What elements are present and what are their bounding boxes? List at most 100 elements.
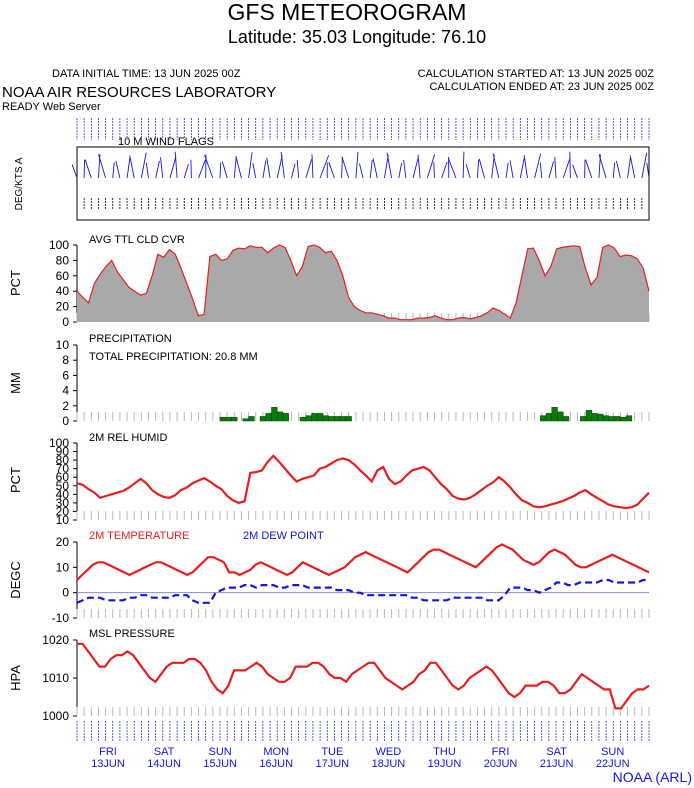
y-tick-label: 100 [49,238,69,252]
wind-flag [355,151,359,179]
y-tick-label: 20 [56,535,70,549]
wind-flag [534,153,542,179]
wind-flag [160,157,164,179]
precip-bar [248,416,255,422]
day-of-week-label: WED [376,746,402,758]
pressure-title: MSL PRESSURE [89,628,175,640]
calc-started: CALCULATION STARTED AT: 13 JUN 2025 00Z [418,68,655,80]
precip-bar [225,416,232,422]
wind-flag [523,154,528,179]
wind-flag [641,152,648,179]
wind-flag [112,162,115,179]
wind-flag [447,157,457,179]
y-tick-label: 60 [56,470,70,484]
date-label: 13JUN [91,758,125,770]
pressure-ylabel: HPA [8,665,23,691]
wind-flag [417,154,421,179]
day-of-week-label: SAT [154,746,175,758]
lab-name: NOAA AIR RESOURCES LABORATORY [2,84,276,101]
wind-flag [562,157,571,179]
wind-flag [71,164,78,179]
date-label: 22JUN [596,758,630,770]
wind-flags-title: 10 M WIND FLAGS [118,136,214,148]
precipitation-panel: PRECIPITATION TOTAL PRECIPITATION: 20.8 … [8,333,650,428]
wind-flag [492,153,500,179]
precip-bar [334,416,341,422]
wind-flag [386,152,393,179]
wind-flag [505,162,509,179]
wind-flag [291,163,296,179]
wind-flag [426,154,436,179]
precip-bar [271,407,278,422]
y-tick-label: 10 [56,338,70,352]
precip-bar [242,418,249,422]
precip-bar [625,415,633,422]
page-subtitle: Latitude: 35.03 Longitude: 76.10 [228,27,486,47]
wind-flag [219,162,222,179]
series-line [77,642,650,710]
wind-flag [204,155,214,179]
wind-flag [198,159,206,179]
wind-flag [548,161,554,179]
wind-flag [280,152,285,179]
wind-flag [235,155,242,179]
y-tick-label: 60 [56,269,70,283]
wind-flag [115,160,121,179]
wind-flag [190,159,192,179]
cloud-area [77,245,649,322]
y-tick-label: 0 [62,586,69,600]
precip-bar [557,411,564,422]
server-name: READY Web Server [2,101,101,113]
date-label: 17JUN [316,758,350,770]
temperature-panel: 2M TEMPERATURE 2M DEW POINT DEGC -10 0 10 2… [8,530,650,625]
precip-bar [540,415,547,422]
precip-bar [259,416,267,422]
date-label: 19JUN [428,758,462,770]
wind-flag [569,151,571,179]
precip-bar [585,410,593,422]
precip-bar [299,416,307,422]
wind-flag [266,157,271,179]
precip-bar [231,416,238,422]
precip-bar [265,413,272,422]
time-axis: FRI13JUNSAT14JUNSUN15JUNMON16JUNTUE17JUN… [76,721,650,770]
date-label: 21JUN [540,758,574,770]
cloud-line [76,244,650,321]
y-tick-label: 10 [56,513,70,527]
wind-flag [305,159,313,179]
wind-flags-panel: 10 M WIND FLAGS DEG/KTS A [14,118,650,221]
wind-flag [478,158,485,179]
precip-bar [328,416,335,422]
wind-flag [183,163,189,179]
y-tick-label: 30 [56,496,70,510]
pressure-panel: MSL PRESSURE HPA 1000 1010 1020 [8,628,650,723]
y-tick-label: 1020 [42,633,69,647]
precipitation-title: PRECIPITATION [89,333,172,345]
wind-flag [145,162,149,179]
wind-flag [585,159,593,179]
y-tick-label: 80 [56,453,70,467]
precip-bar [305,415,312,422]
wind-flag-marks [71,151,650,179]
day-of-week-label: TUE [321,746,343,758]
cloud-cover-title: AVG TTL CLD CVR [89,234,185,246]
day-of-week-label: SAT [546,746,567,758]
credit-label: NOAA (ARL) [613,769,692,785]
wind-flag [341,157,343,179]
wind-flag [126,157,131,179]
wind-flag [462,151,465,179]
wind-flag [311,154,314,179]
y-tick-label: 90 [56,445,70,459]
wind-flag [519,157,525,179]
y-tick-label: 70 [56,462,70,476]
wind-flag [572,164,578,179]
date-label: 15JUN [203,758,237,770]
y-tick-label: -10 [52,611,70,625]
wind-flag [441,161,448,179]
precip-bar [311,413,318,422]
day-of-week-label: THU [433,746,456,758]
wind-flag [221,161,228,179]
